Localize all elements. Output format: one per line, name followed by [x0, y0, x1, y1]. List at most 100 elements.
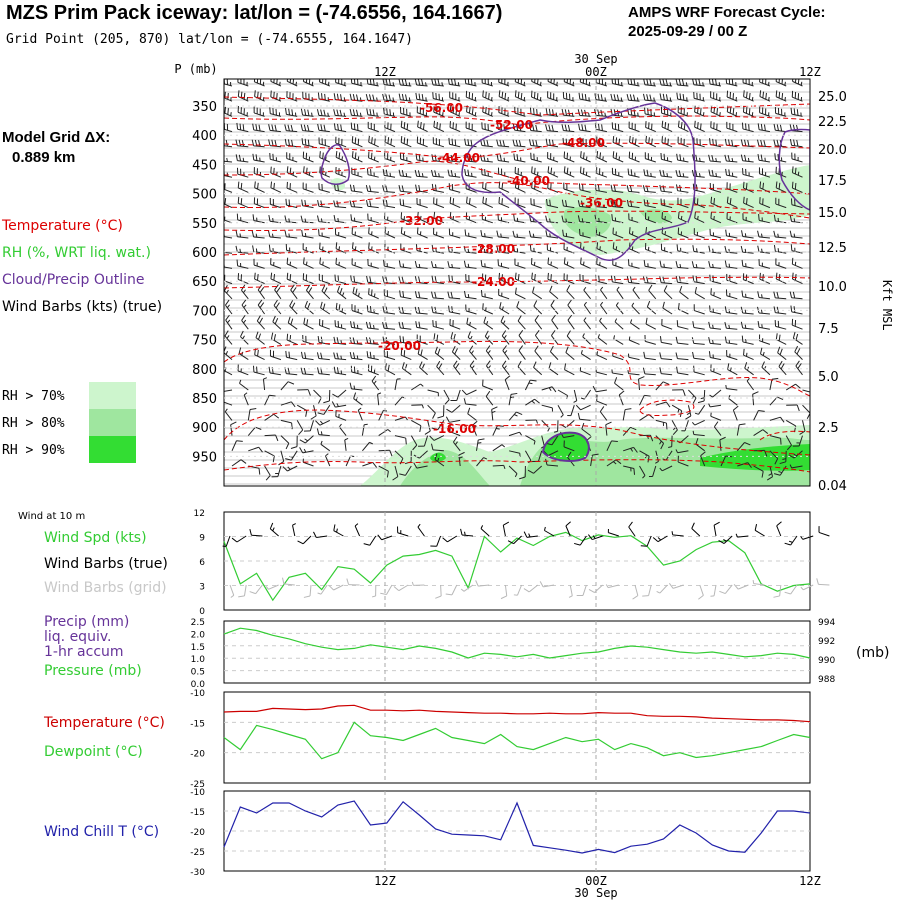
barb-feather: [565, 346, 569, 353]
barb-feather: [789, 291, 793, 298]
barb-shaft: [760, 353, 771, 361]
wind-barb: [564, 363, 575, 376]
barb-feather: [292, 287, 297, 293]
barb-shaft: [335, 280, 347, 285]
barb-feather: [399, 473, 406, 476]
barb-feather: [270, 272, 273, 280]
wind-barb: [579, 228, 591, 239]
wind-barb: [248, 446, 263, 453]
barb-feather: [781, 92, 784, 100]
barb-feather: [365, 93, 369, 101]
barb-shaft: [563, 188, 575, 193]
wind-barb: [627, 79, 640, 87]
barb-feather: [242, 157, 245, 162]
barb-shaft: [713, 426, 722, 436]
barb-feather: [741, 290, 744, 297]
cloud-outline: [320, 144, 351, 185]
barb-feather: [514, 90, 517, 97]
wind-barb: [534, 345, 543, 360]
barb-feather: [695, 79, 698, 86]
wind-barb: [515, 287, 526, 300]
wind-barb: [545, 108, 559, 117]
barb-feather: [795, 333, 799, 341]
wind-barb: [615, 302, 624, 315]
barb-shaft: [657, 535, 668, 543]
wind-barb: [610, 184, 624, 193]
wind-barb: [525, 398, 540, 406]
wind-barb: [399, 152, 412, 163]
barb-feather: [295, 81, 297, 86]
barb-feather: [437, 457, 440, 462]
barb-feather: [728, 324, 731, 329]
barb-feather: [788, 454, 795, 459]
barb-shaft: [318, 234, 330, 239]
barb-feather: [502, 320, 506, 325]
barb-shaft: [517, 366, 526, 376]
barb-feather: [545, 124, 548, 131]
barb-feather: [699, 108, 702, 115]
wind-barb: [693, 228, 705, 239]
barb-feather: [631, 137, 634, 144]
wind-barb: [512, 139, 526, 148]
barb-feather: [667, 123, 670, 130]
barb-feather: [366, 79, 369, 85]
barb-shaft: [595, 220, 607, 224]
barb-feather: [679, 184, 682, 192]
barb-shaft: [335, 263, 347, 269]
barb-shaft: [335, 129, 347, 133]
wind-barb: [710, 91, 722, 102]
wind-barb: [280, 401, 296, 408]
barb-feather: [517, 360, 522, 367]
barb-feather: [800, 536, 804, 540]
barb-shaft: [400, 296, 412, 300]
y-tick-label: -15: [190, 808, 205, 818]
barb-feather: [286, 257, 289, 265]
barb-feather: [504, 375, 511, 381]
barb-feather: [695, 154, 698, 162]
barb-feather: [274, 284, 279, 291]
barb-shaft: [758, 129, 770, 133]
barb-feather: [553, 79, 555, 85]
barb-feather: [273, 91, 275, 99]
barb-shaft: [712, 389, 722, 398]
wind-barb: [286, 272, 298, 285]
barb-feather: [725, 79, 728, 84]
wind-barb: [417, 120, 428, 133]
barb-feather: [564, 363, 567, 370]
barb-shaft: [597, 337, 608, 345]
barb-feather: [739, 423, 746, 426]
barb-shaft: [564, 369, 575, 376]
barb-shaft: [471, 425, 477, 436]
barb-feather: [761, 294, 763, 298]
wind-barb: [632, 286, 640, 300]
barb-shaft: [582, 336, 591, 345]
barb-feather: [523, 531, 528, 538]
barb-feather: [567, 109, 571, 116]
barb-feather: [514, 414, 518, 417]
barb-shaft: [433, 189, 444, 193]
barb-feather: [351, 151, 354, 158]
wind-barb: [497, 167, 510, 178]
barb-feather: [243, 319, 247, 324]
wind-barb: [286, 181, 298, 193]
barb-feather: [692, 321, 695, 328]
wind-barb: [643, 169, 656, 178]
barb-feather: [578, 123, 581, 131]
barb-shaft: [432, 312, 444, 315]
wind-barb: [448, 228, 461, 239]
wind-barb: [498, 106, 510, 117]
barb-feather: [310, 415, 317, 420]
wind-barb: [508, 465, 518, 478]
barb-feather: [528, 230, 532, 238]
barb-feather: [273, 334, 277, 341]
wind-barb: [758, 259, 771, 269]
wind-barb: [270, 181, 282, 193]
wind-barb: [610, 93, 624, 102]
barb-feather: [517, 273, 520, 281]
barb-feather: [447, 169, 450, 177]
barb-shaft: [533, 367, 543, 376]
barb-shaft: [742, 251, 754, 254]
barb-feather: [311, 81, 314, 86]
barb-shaft: [779, 584, 782, 596]
barb-shaft: [335, 358, 347, 361]
